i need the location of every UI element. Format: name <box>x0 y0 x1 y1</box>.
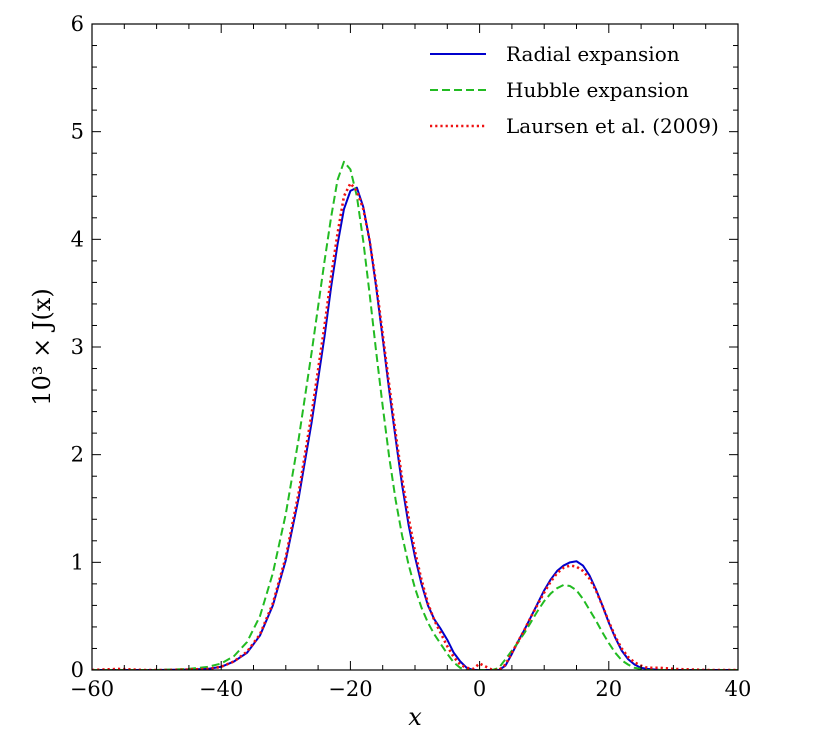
x-axis-label: x <box>408 703 422 730</box>
series-line-2 <box>92 160 738 670</box>
y-tick-label: 6 <box>71 12 84 36</box>
series-line-3 <box>92 182 738 670</box>
y-axis-label: 10³ × J(x) <box>28 288 56 405</box>
y-tick-label: 4 <box>71 227 84 251</box>
y-tick-label: 1 <box>71 550 84 574</box>
legend-label-1: Radial expansion <box>506 42 680 66</box>
x-tick-label: −60 <box>70 677 114 701</box>
legend-label-2: Hubble expansion <box>506 78 689 102</box>
tick-labels: −60 −40 −20 0 20 40 0 1 2 3 4 5 6 <box>70 12 752 701</box>
plot-area <box>92 160 738 670</box>
x-tick-label: 20 <box>595 677 622 701</box>
x-tick-label: −40 <box>199 677 243 701</box>
series-line-1 <box>92 186 738 670</box>
x-tick-label: 40 <box>725 677 752 701</box>
y-tick-label: 3 <box>71 335 84 359</box>
y-tick-label: 5 <box>71 120 84 144</box>
y-tick-label: 0 <box>71 658 84 682</box>
legend: Radial expansion Hubble expansion Laursen … <box>430 42 719 138</box>
legend-label-3: Laursen et al. (2009) <box>506 114 719 138</box>
y-tick-label: 2 <box>71 443 84 467</box>
x-tick-label: 0 <box>473 677 486 701</box>
plot-frame <box>91 23 739 671</box>
x-tick-label: −20 <box>328 677 372 701</box>
